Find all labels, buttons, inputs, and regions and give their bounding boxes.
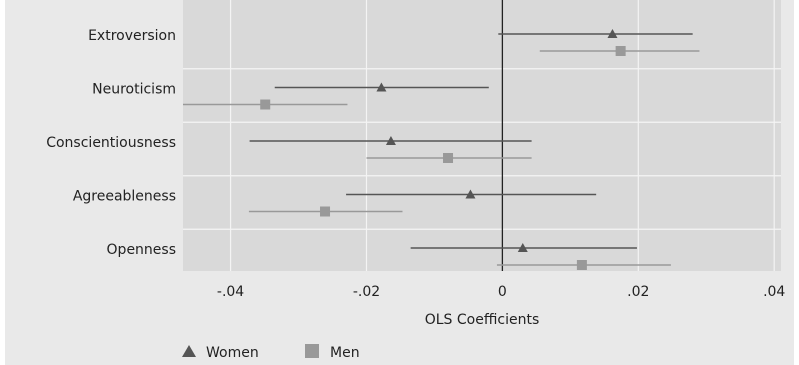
- point-men: [443, 153, 454, 163]
- y-axis-label: Neuroticism: [92, 82, 176, 98]
- x-tick-label: 0: [498, 284, 507, 300]
- y-axis-label: Agreeableness: [73, 189, 176, 205]
- x-tick-label: .02: [627, 284, 649, 300]
- x-tick-label: .04: [763, 284, 785, 300]
- legend: Women Men: [182, 344, 360, 361]
- point-women: [376, 82, 387, 92]
- y-axis-label: Openness: [107, 242, 176, 258]
- point-women: [385, 136, 396, 145]
- point-women: [465, 189, 476, 199]
- point-men: [320, 206, 331, 217]
- point-men: [260, 99, 271, 110]
- legend-men-label: Men: [330, 345, 360, 361]
- y-axis-label: Extroversion: [88, 28, 176, 44]
- x-axis-title: OLS Coefficients: [425, 312, 540, 328]
- legend-women-triangle-icon: [182, 345, 196, 357]
- point-men: [615, 46, 626, 56]
- point-estimates: [260, 29, 626, 270]
- y-axis-label: Conscientiousness: [46, 135, 176, 151]
- plot-area: [183, 0, 781, 271]
- legend-women-label: Women: [206, 345, 259, 361]
- y-axis-labels: Extroversion Neuroticism Conscientiousness…: [46, 28, 176, 258]
- grid: [183, 0, 781, 271]
- x-axis-tick-labels: -.04 -.02 0 .02 .04: [217, 284, 786, 300]
- x-tick-label: -.02: [353, 284, 380, 300]
- point-women: [517, 243, 528, 252]
- legend-men-square-icon: [305, 344, 319, 358]
- x-tick-label: -.04: [217, 284, 244, 300]
- point-men: [576, 260, 587, 270]
- point-women: [607, 29, 618, 38]
